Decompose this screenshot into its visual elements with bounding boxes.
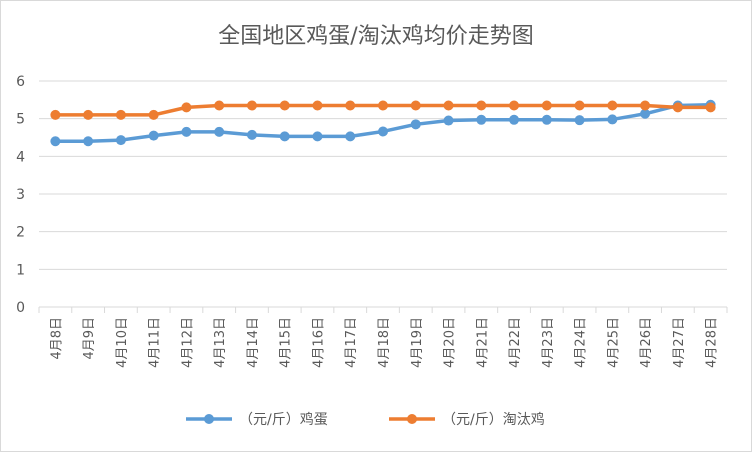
data-point [378, 100, 388, 111]
y-tick-label: 6 [16, 74, 25, 90]
data-point [410, 119, 421, 130]
chart-title: 全国地区鸡蛋/淘汰鸡均价走势图 [218, 24, 533, 49]
data-point [148, 130, 159, 141]
y-tick-label: 0 [16, 300, 25, 316]
data-point [279, 131, 290, 142]
y-tick-label: 1 [16, 262, 25, 278]
y-tick-label: 2 [16, 225, 25, 241]
y-tick-label: 3 [16, 187, 25, 203]
series-group [50, 99, 716, 147]
data-point [214, 100, 225, 111]
data-point [181, 102, 192, 113]
data-point [50, 109, 61, 120]
data-point [574, 115, 585, 126]
data-point [574, 100, 585, 111]
legend-label: （元/斤）鸡蛋 [239, 411, 328, 428]
data-point [312, 131, 323, 142]
data-point [640, 108, 651, 119]
data-point [672, 102, 683, 113]
data-point [83, 109, 94, 120]
data-point [541, 114, 552, 125]
x-tick-label: 4月22日 [508, 317, 523, 368]
x-tick-label: 4月20日 [443, 317, 458, 368]
x-tick-label: 4月24日 [574, 317, 589, 368]
data-point [607, 114, 618, 125]
x-tick-label: 4月8日 [49, 317, 64, 360]
x-tick-label: 4月25日 [606, 317, 621, 368]
data-point [378, 126, 388, 137]
data-point [476, 100, 487, 111]
x-tick-label: 4月23日 [541, 317, 556, 368]
y-tick-label: 5 [16, 112, 25, 128]
x-axis: 4月8日 4月9日 4月10日 4月11日 4月12日 4月13日 4月14日 4月15日 4月… [38, 307, 728, 368]
data-point [214, 126, 225, 137]
data-point [607, 100, 618, 111]
data-point [476, 114, 487, 125]
x-tick-label: 4月17日 [344, 317, 359, 368]
x-tick-label: 4月11日 [148, 317, 163, 368]
x-tick-label: 4月12日 [180, 317, 195, 368]
data-point [640, 100, 651, 111]
data-point [345, 100, 356, 111]
x-tick-label: 4月19日 [410, 317, 425, 368]
x-tick-label: 4月16日 [311, 317, 326, 368]
x-tick-label: 4月10日 [115, 317, 130, 368]
legend: （元/斤）鸡蛋 （元/斤）淘汰鸡 [186, 411, 545, 428]
y-axis: 0 1 2 3 4 5 6 [16, 74, 25, 316]
data-point [148, 109, 159, 120]
data-point [83, 136, 94, 147]
x-tick-label: 4月27日 [672, 317, 687, 368]
x-tick-label: 4月14日 [246, 317, 261, 368]
legend-label: （元/斤）淘汰鸡 [442, 411, 545, 428]
data-point [705, 102, 716, 113]
data-point [115, 135, 126, 146]
data-point [443, 115, 454, 126]
x-tick-label: 4月28日 [705, 317, 720, 368]
data-point [181, 126, 192, 137]
data-point [279, 100, 290, 111]
data-point [443, 100, 454, 111]
data-point [312, 100, 323, 111]
y-tick-label: 4 [16, 149, 25, 165]
x-tick-label: 4月26日 [639, 317, 654, 368]
x-tick-label: 4月21日 [475, 317, 490, 368]
x-tick-label: 4月18日 [377, 317, 392, 368]
x-tick-label: 4月13日 [213, 317, 228, 368]
legend-swatch-marker [407, 414, 417, 424]
data-point [410, 100, 421, 111]
data-point [509, 114, 520, 125]
data-point [345, 131, 356, 142]
data-point [115, 109, 126, 120]
data-point [246, 129, 257, 140]
x-tick-label: 4月15日 [279, 317, 294, 368]
data-point [50, 136, 61, 147]
legend-swatch-marker [204, 414, 214, 424]
data-point [246, 100, 257, 111]
data-point [541, 100, 552, 111]
x-tick-label: 4月9日 [82, 317, 97, 360]
data-point [509, 100, 520, 111]
